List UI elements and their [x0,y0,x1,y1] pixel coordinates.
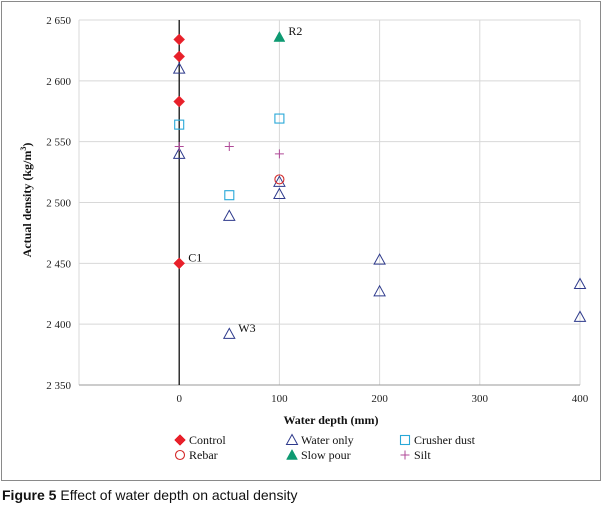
legend-marker-silt [400,450,410,460]
legend-label-slow-pour: Slow pour [301,448,351,462]
point-water-only [273,187,286,199]
figure-caption-text: Effect of water depth on actual density [56,487,298,503]
axes [79,20,580,386]
x-tick-label: 400 [572,393,589,405]
annotation-w3: W3 [238,321,255,335]
y-axis-label-main: Actual density (kg/m [20,151,34,258]
legend-marker-slow-pour [286,448,298,460]
point-water-only [172,62,186,74]
y-tick-label: 2 650 [46,15,71,27]
point-crusher-dust [274,113,285,124]
y-tick-label: 2 400 [46,319,71,331]
y-axis-label-sup: 3 [19,147,28,151]
gridlines [78,19,581,386]
x-tick-label: 0 [176,393,182,405]
point-control [173,33,186,46]
legend: Control Water only Crusher dust Rebar Slow p… [174,433,476,462]
legend-marker-crusher-dust [399,434,411,446]
point-silt [224,142,234,152]
data-points [172,31,587,339]
legend-label-rebar: Rebar [189,448,218,462]
point-control [173,95,186,108]
annotation-c1: C1 [188,250,202,264]
tick-labels: 2 350 2 400 2 450 2 500 2 550 2 600 2 650 0 100 2… [46,15,589,405]
x-tick-label: 200 [371,393,388,405]
x-tick-label: 300 [472,393,489,405]
point-water-only [172,147,186,159]
legend-label-control: Control [189,433,226,447]
legend-marker-rebar [174,449,186,461]
point-slow-pour [273,31,286,42]
point-crusher-dust [224,190,235,201]
y-tick-label: 2 350 [46,380,71,392]
figure-caption-label: Figure 5 [2,487,57,503]
y-axis-label-close: ) [20,143,34,147]
point-control [173,257,186,270]
point-water-only [222,209,236,221]
point-water-only [373,284,386,297]
figure-caption: Figure 5 Effect of water depth on actual… [2,487,297,503]
point-water-only [222,327,236,339]
legend-marker-control [174,434,186,446]
point-rebar [274,174,285,185]
x-tick-label: 100 [271,393,288,405]
point-water-only [273,175,286,187]
y-axis-label: Actual density (kg/m3) [19,143,34,258]
point-water-only [573,277,587,290]
legend-label-silt: Silt [414,448,431,462]
annotations: R2 C1 W3 [188,24,302,335]
point-crusher-dust [174,119,185,130]
figure-border [1,1,601,481]
y-tick-label: 2 600 [46,76,71,88]
point-silt [174,142,184,152]
annotation-r2: R2 [288,24,302,38]
point-control [173,50,186,63]
y-tick-label: 2 450 [46,258,71,270]
y-tick-label: 2 500 [46,198,71,210]
point-silt [274,149,284,159]
point-water-only [573,310,587,322]
legend-label-water-only: Water only [301,433,354,447]
legend-marker-water-only [285,433,299,445]
y-tick-label: 2 550 [46,137,71,149]
legend-label-crusher-dust: Crusher dust [414,433,476,447]
point-water-only [373,253,386,265]
x-axis-label: Water depth (mm) [283,413,378,427]
